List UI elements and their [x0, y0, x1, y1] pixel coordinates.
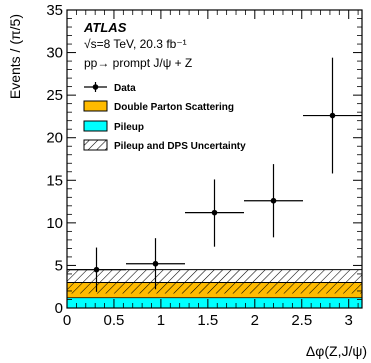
legend-label: Data	[114, 83, 136, 94]
legend-label: Double Parton Scattering	[114, 102, 234, 113]
y-tick-label: 20	[46, 130, 63, 147]
info-line-energy: √s=8 TeV, 20.3 fb⁻¹	[84, 37, 187, 51]
data-point-4	[244, 164, 304, 238]
info-line-process: pp→ prompt J/ψ + Z	[84, 56, 192, 70]
x-tick-label: 0	[63, 312, 71, 329]
y-tick-label: 35	[46, 2, 63, 19]
legend-swatch	[83, 100, 108, 112]
pileup-band	[67, 297, 362, 308]
x-tick-label: 1	[157, 312, 165, 329]
x-axis-title: Δφ(Z,J/ψ)	[306, 343, 367, 359]
x-tick-label: 2.5	[291, 312, 312, 329]
uncertainty-band	[67, 269, 362, 294]
data-point-5	[303, 57, 362, 174]
legend-label: Pileup and DPS Uncertainty	[114, 141, 246, 152]
y-tick-label: 25	[46, 87, 63, 104]
x-tick-label: 3	[345, 312, 353, 329]
data-point-2	[125, 238, 185, 290]
x-tick-label: 2	[251, 312, 259, 329]
y-tick-label: 0	[55, 300, 63, 317]
legend-data-marker	[92, 84, 99, 90]
y-tick-label: 30	[46, 45, 63, 62]
x-tick-label: 1.5	[197, 312, 218, 329]
legend-item-2: Double Parton Scattering	[83, 100, 234, 113]
y-tick-label: 5	[55, 257, 63, 274]
data-point-1	[67, 247, 126, 292]
data-marker	[270, 197, 277, 204]
legend-item-1: Data	[84, 82, 136, 94]
legend-item-4: Pileup and DPS Uncertainty	[83, 139, 246, 152]
x-tick-label: 0.5	[104, 312, 125, 329]
data-marker	[152, 260, 159, 267]
legend-label: Pileup	[114, 122, 144, 133]
legend: Data Double Parton Scattering Pileup Pileup…	[83, 82, 246, 152]
legend-item-3: Pileup	[83, 120, 144, 133]
data-marker	[329, 112, 336, 119]
y-axis-title: Events / (π/5)	[7, 14, 23, 99]
legend-swatch	[83, 139, 108, 151]
plot-frame	[66, 9, 363, 309]
y-tick-label: 10	[46, 215, 63, 232]
data-marker	[93, 266, 100, 273]
data-point-3	[184, 179, 245, 247]
y-tick-label: 15	[46, 172, 63, 189]
legend-swatch	[83, 120, 108, 132]
data-marker	[211, 209, 218, 216]
experiment-label: ATLAS	[83, 20, 127, 35]
